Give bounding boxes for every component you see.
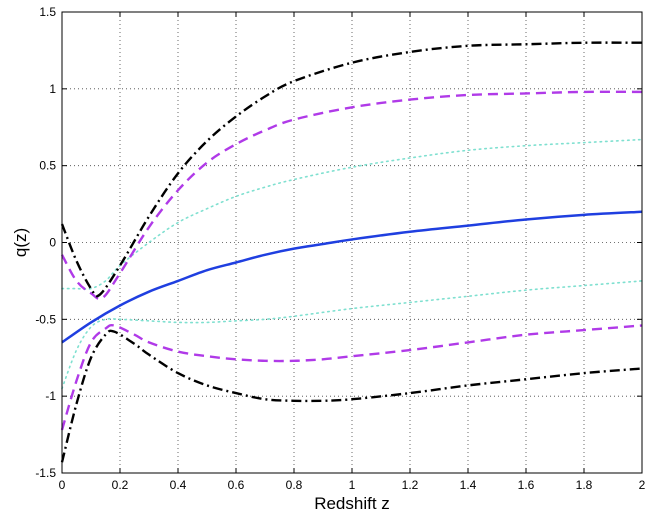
series-line-7-dashdot <box>60 329 643 463</box>
series-line-4-dashed <box>60 90 643 301</box>
y-tick-label: 0 <box>49 236 56 250</box>
x-tick-label: 2 <box>639 478 646 492</box>
series-line-5-dashed <box>60 323 643 431</box>
y-tick-label: 1.5 <box>39 5 56 19</box>
y-tick-label: 0.5 <box>39 159 56 173</box>
x-tick-label: 1.8 <box>576 478 593 492</box>
x-tick-label: 1.4 <box>460 478 477 492</box>
series-line-6-dashdot <box>60 41 643 298</box>
series-line-2-dotted <box>61 138 643 290</box>
grid <box>62 12 642 473</box>
x-tick-label: 0.2 <box>112 478 129 492</box>
x-tick-label: 0 <box>59 478 66 492</box>
series-group <box>60 41 643 463</box>
x-tick-label: 1.2 <box>402 478 419 492</box>
x-axis-label: Redshift z <box>314 494 390 513</box>
series-line-1-solid <box>61 210 643 344</box>
ticks: 0 0.2 0.4 0.6 0.8 1 1.2 1.4 1.6 1.8 2 -1.5 -1 -0.5 0 0.… <box>35 5 645 492</box>
y-tick-label: -1 <box>45 389 56 403</box>
y-tick-label: -0.5 <box>35 312 56 326</box>
y-tick-label: 1 <box>49 82 56 96</box>
x-tick-label: 1 <box>349 478 356 492</box>
x-tick-label: 0.4 <box>170 478 187 492</box>
x-tick-label: 0.8 <box>286 478 303 492</box>
y-axis-label: q(z) <box>11 228 30 257</box>
x-tick-label: 1.6 <box>518 478 535 492</box>
x-tick-label: 0.6 <box>228 478 245 492</box>
series-line-3-dotted <box>61 280 643 390</box>
y-tick-label: -1.5 <box>35 466 56 480</box>
